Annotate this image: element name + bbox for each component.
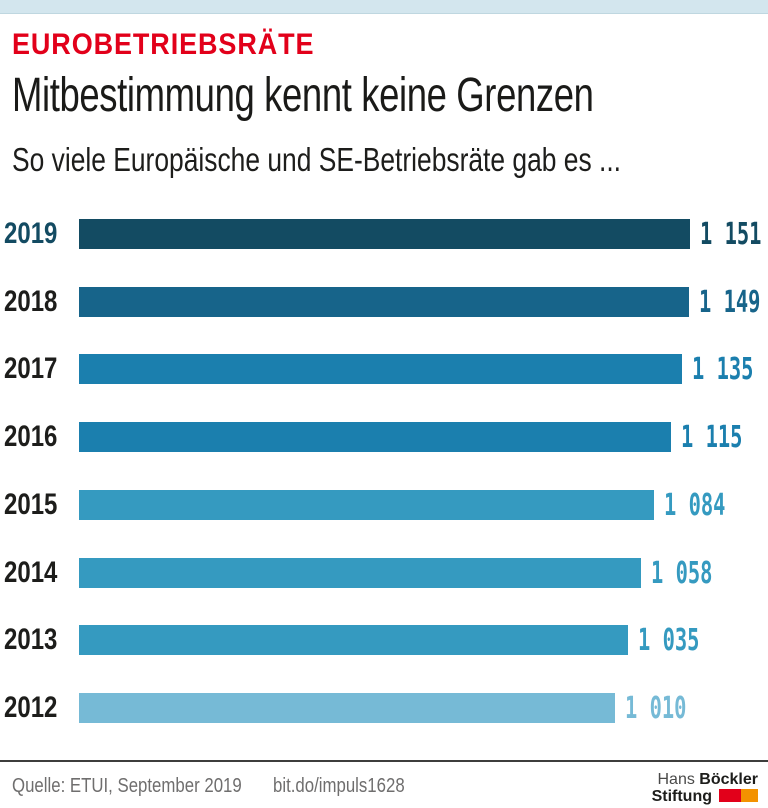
bar bbox=[79, 693, 615, 723]
chart-row: 2017 1 135 bbox=[0, 351, 768, 387]
bar bbox=[79, 354, 682, 384]
value-label: 1 035 bbox=[638, 622, 700, 658]
footer-divider bbox=[0, 760, 768, 762]
chart-row: 2014 1 058 bbox=[0, 555, 768, 591]
source-text: Quelle: ETUI, September 2019 bbox=[12, 775, 242, 797]
value-label: 1 084 bbox=[664, 487, 726, 523]
page-title: Mitbestimmung kennt keine Grenzen bbox=[12, 69, 594, 122]
year-label: 2014 bbox=[4, 556, 58, 589]
value-label: 1 149 bbox=[699, 284, 761, 320]
year-label: 2018 bbox=[4, 285, 58, 318]
year-label: 2015 bbox=[4, 488, 58, 521]
short-link: bit.do/impuls1628 bbox=[273, 775, 405, 797]
chart-row: 2012 1 010 bbox=[0, 690, 768, 726]
year-label: 2016 bbox=[4, 420, 58, 453]
value-label: 1 058 bbox=[651, 555, 713, 591]
bar bbox=[79, 219, 690, 249]
logo-orange-square bbox=[741, 789, 758, 802]
value-label: 1 115 bbox=[681, 419, 743, 455]
year-label: 2013 bbox=[4, 623, 58, 656]
logo-text-boeckler: Böckler bbox=[699, 771, 758, 788]
bar bbox=[79, 558, 641, 588]
bar bbox=[79, 422, 671, 452]
bar bbox=[79, 287, 689, 317]
chart-row: 2013 1 035 bbox=[0, 622, 768, 658]
subtitle: So viele Europäische und SE-Betriebsräte… bbox=[12, 141, 622, 178]
chart-row: 2018 1 149 bbox=[0, 284, 768, 320]
value-label: 1 010 bbox=[625, 690, 687, 726]
kicker: EUROBETRIEBSRÄTE bbox=[12, 28, 315, 61]
chart-row: 2019 1 151 bbox=[0, 216, 768, 252]
bar bbox=[79, 625, 628, 655]
chart-row: 2016 1 115 bbox=[0, 419, 768, 455]
year-label: 2017 bbox=[4, 352, 58, 385]
logo-line2: Stiftung bbox=[652, 788, 758, 805]
logo-text-hans: Hans bbox=[657, 771, 695, 788]
hans-boeckler-stiftung-logo: Hans Böckler Stiftung bbox=[652, 771, 758, 805]
logo-line1: Hans Böckler bbox=[652, 771, 758, 788]
year-label: 2012 bbox=[4, 691, 58, 724]
logo-red-square bbox=[719, 789, 741, 802]
year-label: 2019 bbox=[4, 217, 58, 250]
top-accent-strip bbox=[0, 0, 768, 14]
chart-row: 2015 1 084 bbox=[0, 487, 768, 523]
bar-chart: 2019 1 151 2018 1 149 2017 1 135 2016 1 115 2015… bbox=[0, 216, 768, 739]
value-label: 1 135 bbox=[692, 351, 754, 387]
logo-text-stiftung: Stiftung bbox=[651, 788, 712, 805]
bar bbox=[79, 490, 654, 520]
value-label: 1 151 bbox=[700, 216, 762, 252]
